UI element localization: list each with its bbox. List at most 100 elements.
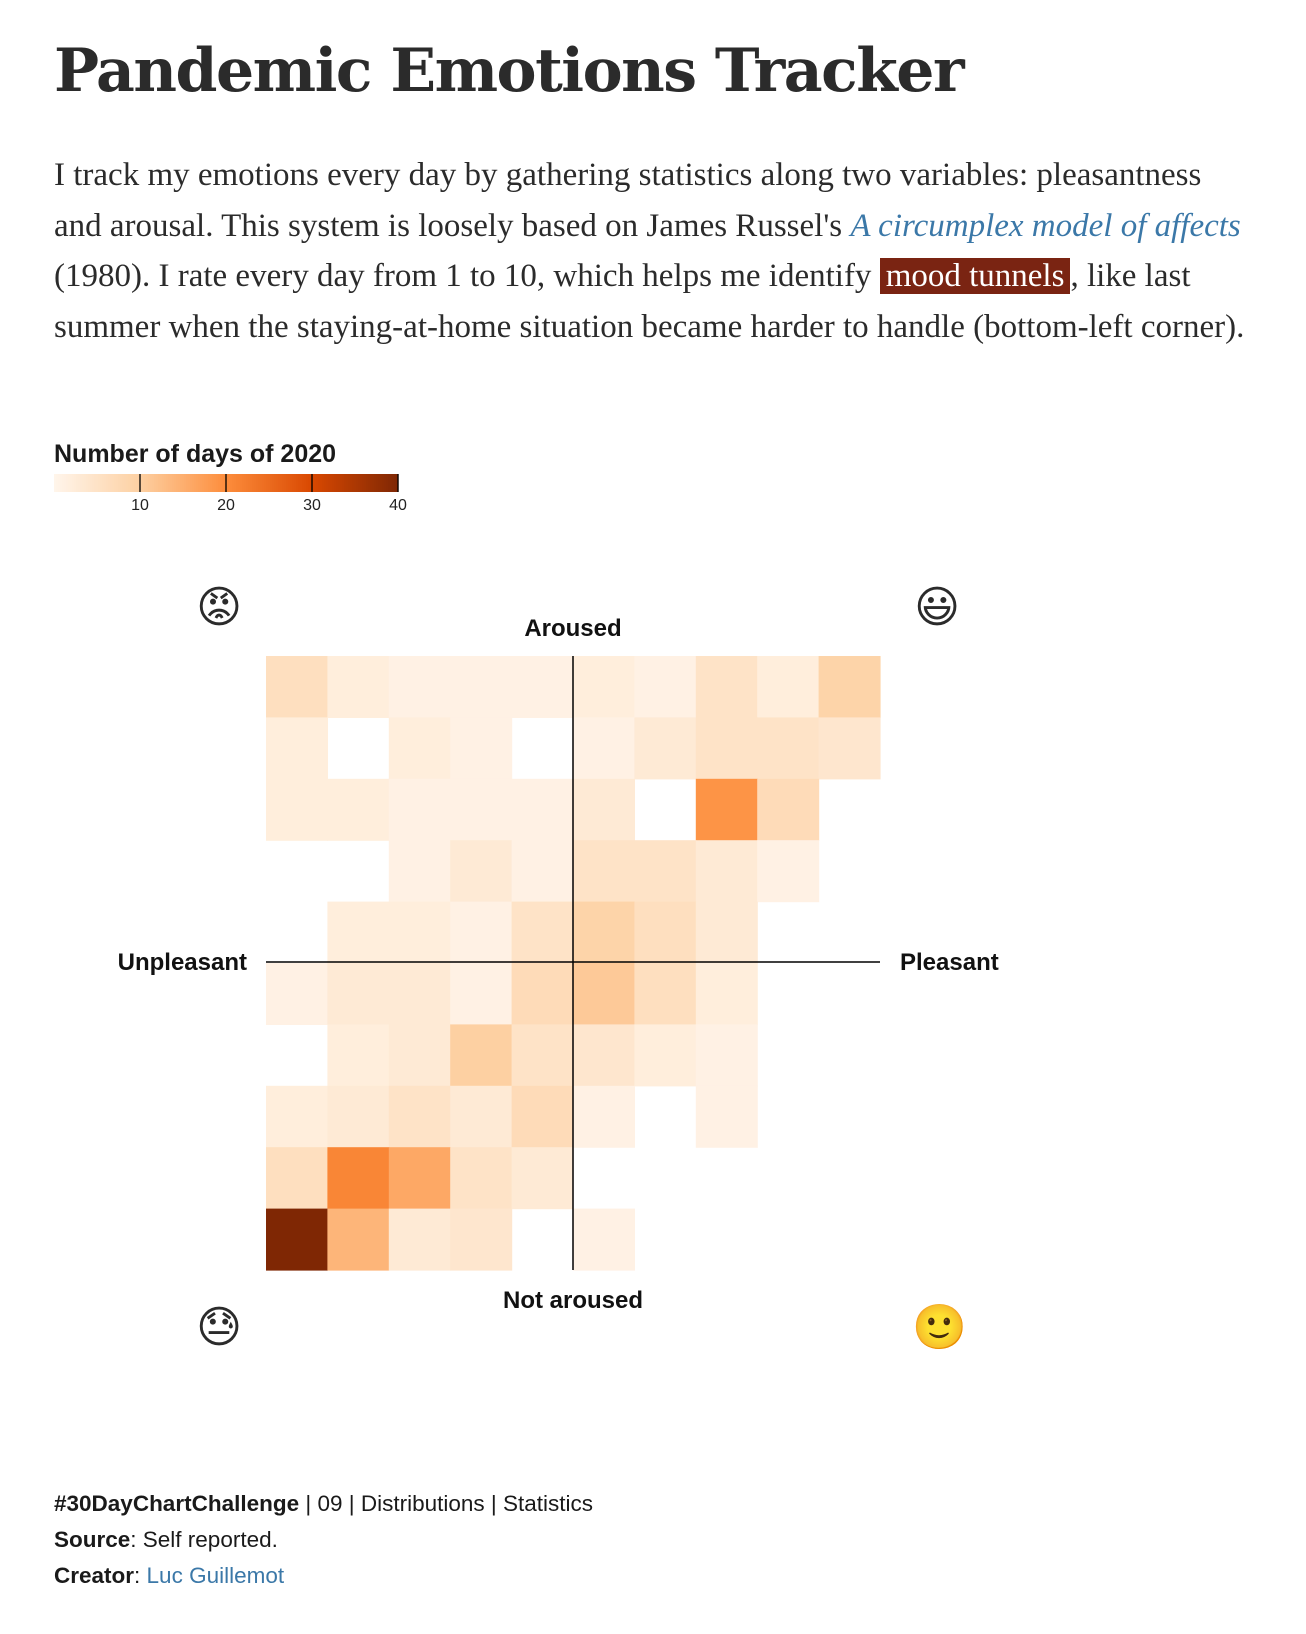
legend-ramp-segment bbox=[266, 474, 269, 492]
creator-link[interactable]: Luc Guillemot bbox=[146, 1563, 285, 1588]
legend-ramp-segment bbox=[396, 474, 399, 492]
legend-ramp-segment bbox=[310, 474, 313, 492]
legend-ramp-segment bbox=[194, 474, 197, 492]
legend-ramp-segment bbox=[178, 474, 181, 492]
legend-ramp-segment bbox=[386, 474, 389, 492]
legend-ramp-segment bbox=[136, 474, 139, 492]
legend-ramp-segment bbox=[82, 474, 85, 492]
source-value: : Self reported. bbox=[130, 1527, 278, 1552]
legend-ramp-segment bbox=[126, 474, 129, 492]
legend-ramp-segment bbox=[150, 474, 153, 492]
legend-ramp-segment bbox=[360, 474, 363, 492]
legend-ramp-segment bbox=[100, 474, 103, 492]
legend-ramp-segment bbox=[66, 474, 69, 492]
legend-ramp-segment bbox=[166, 474, 169, 492]
legend-ramp-segment bbox=[210, 474, 213, 492]
heatmap-cell bbox=[573, 717, 635, 780]
heatmap-cell bbox=[695, 778, 758, 841]
legend-ramp-segment bbox=[352, 474, 355, 492]
heatmap-cell bbox=[266, 656, 328, 718]
heatmap-cell bbox=[266, 1085, 328, 1148]
heatmap-cell bbox=[388, 901, 451, 964]
footer: #30DayChartChallenge | 09 | Distribution… bbox=[54, 1486, 593, 1594]
legend-ramp-segment bbox=[378, 474, 381, 492]
legend-ramp-segment bbox=[218, 474, 221, 492]
heatmap-cell bbox=[450, 717, 513, 780]
heatmap-cell bbox=[573, 1208, 635, 1271]
legend-ramp-segment bbox=[392, 474, 395, 492]
heatmap-cell bbox=[573, 656, 635, 718]
legend-ramp-segment bbox=[388, 474, 391, 492]
legend-ramp-segment bbox=[246, 474, 249, 492]
legend-ramp-segment bbox=[330, 474, 333, 492]
heatmap-cell bbox=[511, 656, 574, 718]
heatmap-cell bbox=[634, 901, 697, 964]
legend-ramp-segment bbox=[58, 474, 61, 492]
legend-ramp-segment bbox=[356, 474, 359, 492]
legend-ramp-segment bbox=[258, 474, 261, 492]
legend-ramp-segment bbox=[298, 474, 301, 492]
legend-ramp-segment bbox=[228, 474, 231, 492]
legend-ramp-segment bbox=[134, 474, 137, 492]
heatmap-cell bbox=[818, 656, 881, 718]
legend-ramp-segment bbox=[180, 474, 183, 492]
legend-ramp-segment bbox=[156, 474, 159, 492]
legend-ramp-segment bbox=[124, 474, 127, 492]
legend-ramp-segment bbox=[122, 474, 125, 492]
legend-ramp-segment bbox=[380, 474, 383, 492]
circumplex-model-link[interactable]: A circumplex model of affects bbox=[850, 207, 1241, 244]
heatmap-cell bbox=[634, 963, 697, 1025]
legend-ramp-segment bbox=[90, 474, 93, 492]
intro-paragraph: I track my emotions every day by gatheri… bbox=[54, 150, 1254, 352]
legend-ramp-segment bbox=[106, 474, 109, 492]
legend-ramp-segment bbox=[242, 474, 245, 492]
legend-ramp-segment bbox=[318, 474, 321, 492]
heatmap-cell bbox=[388, 717, 451, 780]
legend-ramp-segment bbox=[110, 474, 113, 492]
legend-ramp-segment bbox=[172, 474, 175, 492]
heatmap-cell bbox=[327, 778, 390, 841]
creator-separator: : bbox=[134, 1563, 147, 1588]
legend-ramp-segment bbox=[306, 474, 309, 492]
heatmap-cell bbox=[388, 778, 451, 841]
legend-ramp-segment bbox=[72, 474, 75, 492]
legend-ramp-segment bbox=[250, 474, 253, 492]
legend-ramp-segment bbox=[132, 474, 135, 492]
heatmap-cell bbox=[450, 1208, 513, 1271]
legend-ramp-segment bbox=[190, 474, 193, 492]
legend-ramp-segment bbox=[248, 474, 251, 492]
downcast-sweat-face-icon: 😓 bbox=[196, 1302, 242, 1353]
color-legend: Number of days of 2020 10 20 30 40 bbox=[54, 440, 454, 520]
legend-ramp-segment bbox=[196, 474, 199, 492]
heatmap-cell bbox=[695, 1085, 758, 1148]
heatmap-cell bbox=[327, 963, 390, 1025]
heatmap-cell bbox=[695, 717, 758, 780]
heatmap-cell bbox=[266, 963, 328, 1025]
legend-ramp-segment bbox=[390, 474, 393, 492]
challenge-tag: #30DayChartChallenge bbox=[54, 1491, 300, 1516]
legend-ramp-segment bbox=[98, 474, 101, 492]
legend-ramp-segment bbox=[338, 474, 341, 492]
heatmap-cell bbox=[634, 656, 697, 718]
heatmap-cell bbox=[695, 901, 758, 964]
legend-ramp-segment bbox=[372, 474, 375, 492]
heatmap-cell bbox=[450, 1085, 513, 1148]
legend-ramp-segment bbox=[112, 474, 115, 492]
legend-ramp-segment bbox=[308, 474, 311, 492]
intro-text-1: I track my emotions every day by gatheri… bbox=[54, 157, 1202, 244]
heatmap-cell bbox=[327, 1208, 390, 1271]
legend-ramp-segment bbox=[288, 474, 291, 492]
legend-ramp-segment bbox=[382, 474, 385, 492]
legend-ramp-segment bbox=[144, 474, 147, 492]
heatmap-cell bbox=[450, 901, 513, 964]
legend-ramp-segment bbox=[206, 474, 209, 492]
legend-ramp-segment bbox=[232, 474, 235, 492]
legend-ramp-segment bbox=[252, 474, 255, 492]
legend-ramp-segment bbox=[366, 474, 369, 492]
heatmap-cell bbox=[511, 840, 574, 903]
heatmap-cell bbox=[450, 840, 513, 903]
legend-ramp-segment bbox=[60, 474, 63, 492]
legend-ramp-segment bbox=[174, 474, 177, 492]
legend-ramp-segment bbox=[336, 474, 339, 492]
heatmap-cell bbox=[450, 963, 513, 1025]
